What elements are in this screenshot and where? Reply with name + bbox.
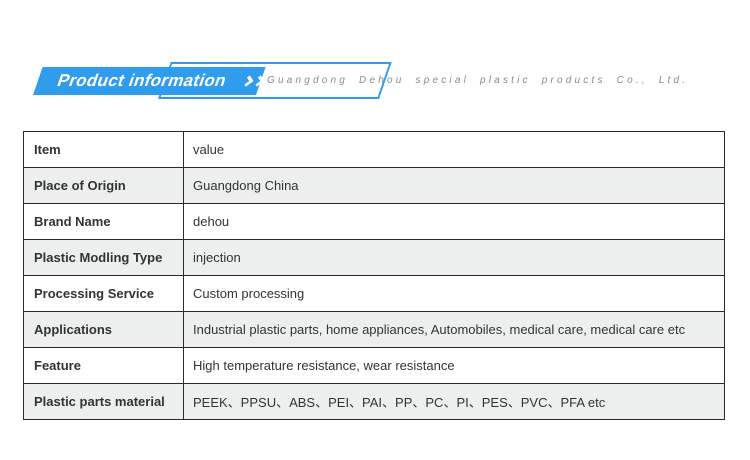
row-value-cell: PEEK、PPSU、ABS、PEI、PAI、PP、PC、PI、PES、PVC、P… [183,383,725,420]
row-value-cell: Custom processing [183,275,725,312]
table-row: Plastic parts material PEEK、PPSU、ABS、PEI… [23,383,725,420]
table-row: Plastic Modling Type injection [23,239,725,276]
table-row: Applications Industrial plastic parts, h… [23,311,725,348]
row-value-cell: High temperature resistance, wear resist… [183,347,725,384]
row-label-cell: Processing Service [23,275,184,312]
row-label-cell: Applications [23,311,184,348]
row-value-cell: Industrial plastic parts, home appliance… [183,311,725,348]
product-spec-table-container: Item value Place of Origin Guangdong Chi… [23,131,725,420]
company-name: Guangdong Dehou special plastic products… [267,75,689,86]
row-label-cell: Feature [23,347,184,384]
table-row: Processing Service Custom processing [23,275,725,312]
section-title: Product information [54,71,230,90]
product-spec-table: Item value Place of Origin Guangdong Chi… [23,131,725,420]
chevron-right-icon [253,75,265,87]
row-value-cell: injection [183,239,725,276]
row-label-cell: Place of Origin [23,167,184,204]
row-value-cell: Guangdong China [183,167,725,204]
row-label-cell: Item [23,131,184,168]
row-label-cell: Plastic Modling Type [23,239,184,276]
row-value-cell: dehou [183,203,725,240]
row-value-cell: value [183,131,725,168]
row-label-cell: Brand Name [23,203,184,240]
table-row: Feature High temperature resistance, wea… [23,347,725,384]
chevron-right-icon [242,75,254,87]
spec-table-body: Item value Place of Origin Guangdong Chi… [23,131,725,420]
product-info-banner: Product information [33,67,276,95]
table-row: Item value [23,131,725,168]
row-label-cell: Plastic parts material [23,383,184,420]
table-row: Brand Name dehou [23,203,725,240]
table-row: Place of Origin Guangdong China [23,167,725,204]
